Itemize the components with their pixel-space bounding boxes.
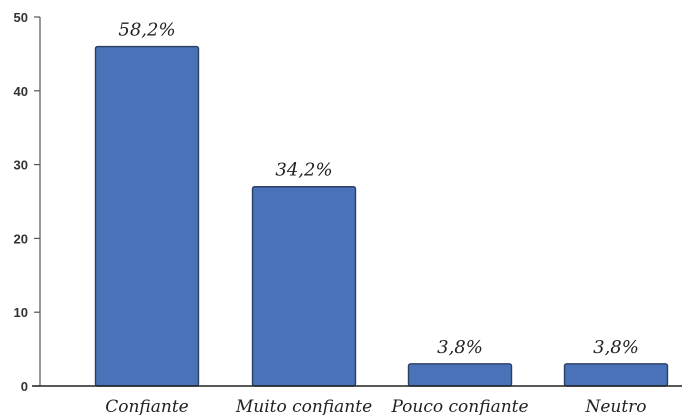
data-label: 58,2% [118,20,175,41]
x-tick-label: Confiante [105,397,189,415]
x-axis: Confiante Muito confiante Pouco confiante N… [32,385,682,415]
data-labels-group: 58,2% 34,2% 3,8% 3,8% [118,20,638,358]
y-axis: 0 10 20 30 40 50 [14,10,41,394]
y-tick-label: 20 [14,231,28,246]
y-tick-label: 30 [14,158,28,173]
data-label: 3,8% [437,337,483,358]
x-tick-label: Muito confiante [235,397,372,415]
y-tick-label: 50 [14,10,28,25]
bar [251,186,357,387]
bar [407,363,513,387]
data-label: 34,2% [275,160,332,181]
bars-group [94,45,669,387]
bar [563,363,669,387]
data-label: 3,8% [593,337,639,358]
bar [94,45,200,387]
x-tick-label: Neutro [584,397,646,415]
y-tick-label: 0 [21,379,28,394]
y-tick-label: 40 [14,84,28,99]
y-tick-label: 10 [14,305,28,320]
x-tick-label: Pouco confiante [390,397,528,415]
